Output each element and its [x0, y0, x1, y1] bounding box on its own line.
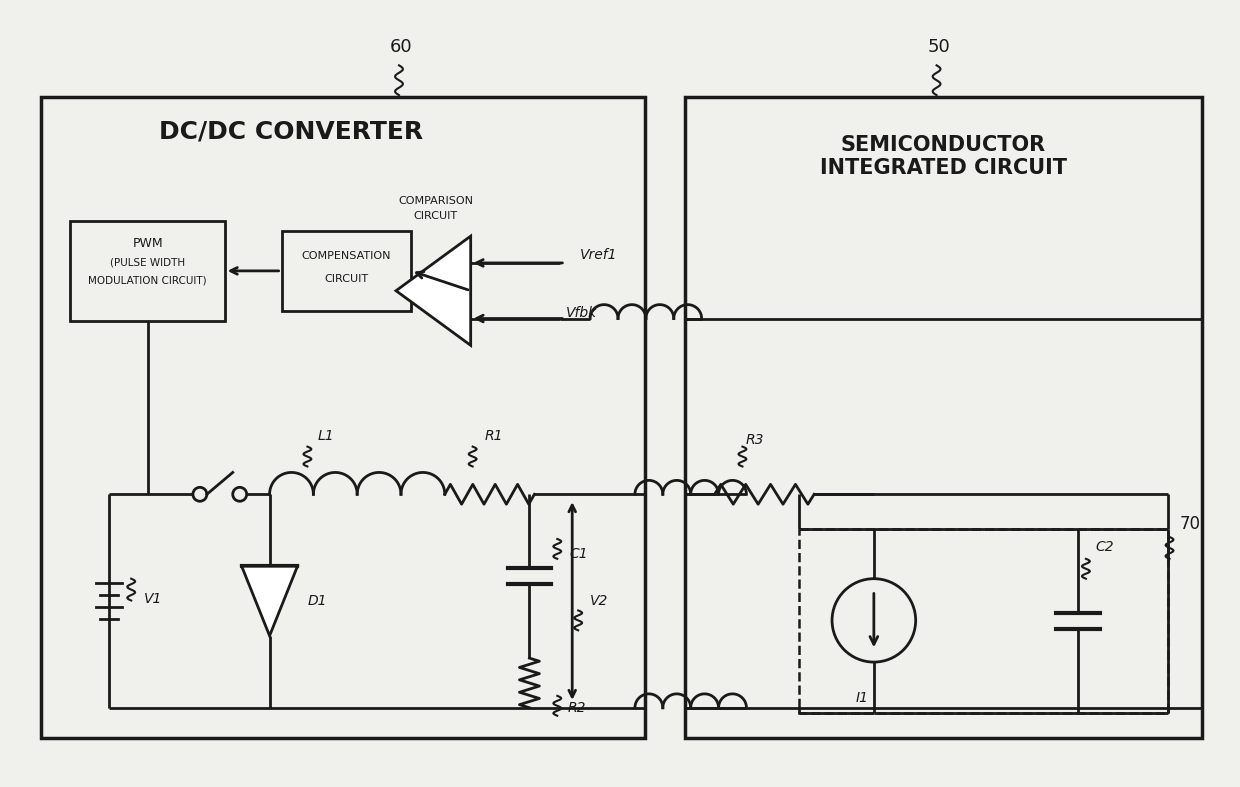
Text: L1: L1 [317, 429, 334, 442]
Text: 70: 70 [1179, 515, 1200, 533]
Text: R3: R3 [745, 433, 764, 447]
Text: CIRCUIT: CIRCUIT [414, 211, 458, 221]
Text: (PULSE WIDTH: (PULSE WIDTH [110, 258, 185, 268]
Text: MODULATION CIRCUIT): MODULATION CIRCUIT) [88, 275, 207, 286]
Bar [41, 97, 645, 737]
Polygon shape [242, 567, 298, 636]
Text: Vref1: Vref1 [580, 248, 618, 262]
Bar [281, 231, 410, 311]
Text: C2: C2 [1096, 540, 1115, 554]
Text: V2: V2 [590, 593, 609, 608]
Text: C1: C1 [569, 547, 588, 561]
Text: V1: V1 [144, 592, 162, 605]
Text: I1: I1 [856, 691, 869, 705]
Bar [684, 97, 1203, 737]
Text: 60: 60 [389, 39, 412, 57]
Text: SEMICONDUCTOR
INTEGRATED CIRCUIT: SEMICONDUCTOR INTEGRATED CIRCUIT [820, 135, 1068, 179]
Bar [800, 529, 1168, 713]
Text: R2: R2 [567, 700, 585, 715]
Text: CIRCUIT: CIRCUIT [324, 274, 368, 284]
Text: PWM: PWM [133, 237, 162, 249]
Text: Vfbk: Vfbk [567, 305, 598, 320]
Bar [71, 221, 224, 320]
Polygon shape [396, 236, 471, 345]
Text: DC/DC CONVERTER: DC/DC CONVERTER [160, 120, 424, 144]
Text: D1: D1 [308, 593, 327, 608]
Text: R1: R1 [485, 429, 503, 442]
Text: COMPARISON: COMPARISON [398, 197, 474, 206]
Text: 50: 50 [928, 39, 950, 57]
Text: COMPENSATION: COMPENSATION [301, 251, 391, 261]
